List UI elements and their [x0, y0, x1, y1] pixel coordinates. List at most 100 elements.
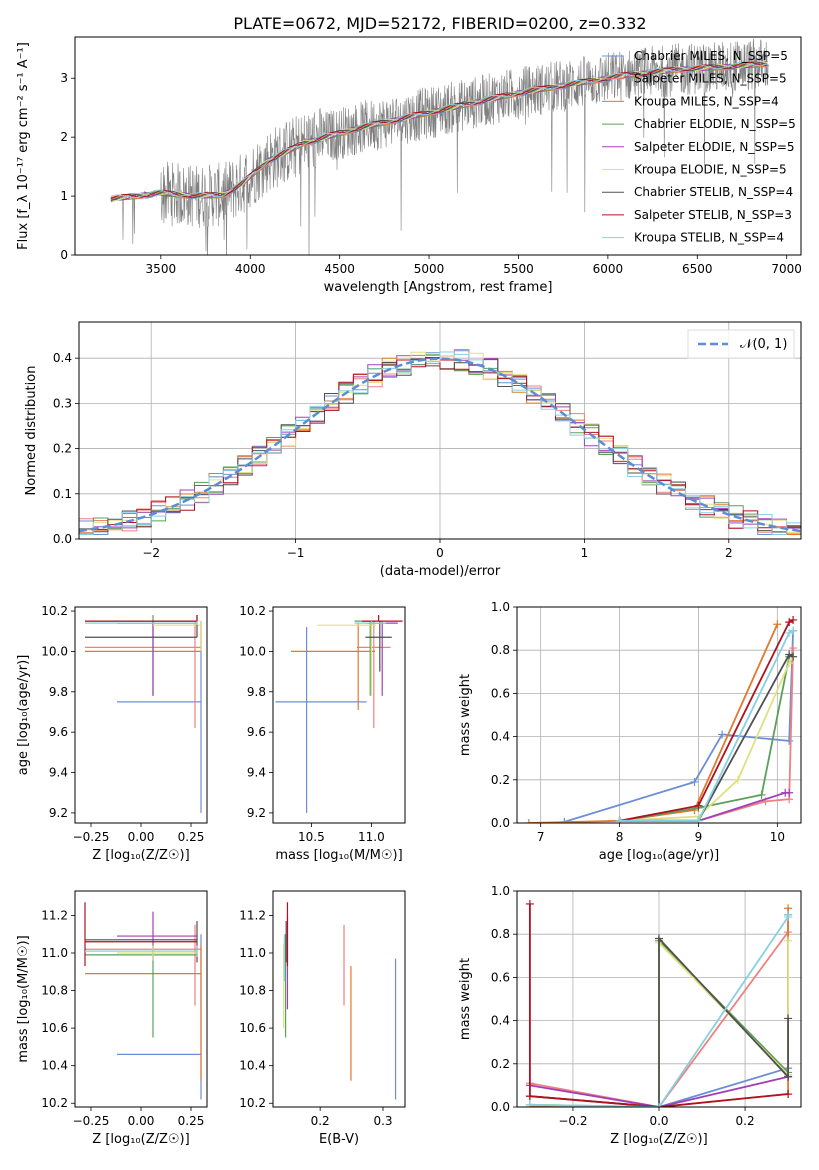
plot-area-mass_vs_EBV — [283, 902, 397, 1100]
weight-marker-8 — [789, 626, 798, 635]
y-tick-label: 3 — [60, 71, 68, 85]
axes-frame — [74, 36, 802, 256]
plots-layer: 3500 4000 4500 5000 5500 6000 6500 7000 0 1 2 3 wave… — [16, 36, 802, 1147]
legend-label-8: Kroupa STELIB, N_SSP=4 — [634, 231, 784, 245]
weight-marker-6 — [784, 1014, 793, 1023]
model-line-7 — [110, 61, 768, 200]
y-tick-label: 0.8 — [491, 643, 510, 657]
y-tick-label: 9.6 — [49, 725, 68, 739]
weight-marker-5 — [785, 659, 794, 668]
x-tick-label: 0.2 — [311, 1114, 330, 1128]
x-tick-label: 3500 — [146, 262, 177, 276]
chart-weight_vs_Z: −0.2 0.0 0.2 0.0 0.2 0.4 0.6 0.8 1.0 Z [log₁₀(Z/Z… — [458, 884, 802, 1147]
y-tick-label: 9.2 — [247, 806, 266, 820]
plot-area-spectrum — [110, 38, 769, 255]
x-axis-label: Z [log₁₀(Z/Z☉)] — [92, 1132, 189, 1147]
y-tick-label: 10.2 — [41, 1096, 68, 1110]
x-tick-label: 0.00 — [128, 830, 155, 844]
x-tick-label: 2 — [725, 546, 733, 560]
y-tick-label: 9.8 — [49, 685, 68, 699]
chart-spectrum: 3500 4000 4500 5000 5500 6000 6500 7000 0 1 2 3 wave… — [16, 36, 802, 295]
chart-age_vs_Z: −0.25 0.00 0.25 9.2 9.4 9.6 9.8 10.0 10.2 Z [log₁… — [16, 604, 208, 863]
legend-label-0: Chabrier MILES, N_SSP=5 — [634, 49, 788, 63]
weight-marker-2 — [773, 620, 782, 629]
y-tick-label: 0.8 — [491, 927, 510, 941]
axes-frame — [74, 606, 208, 824]
weight-marker-7 — [525, 1092, 534, 1101]
axes-frame — [516, 890, 802, 1108]
weight-marker-8 — [784, 910, 793, 919]
weight-marker-5 — [733, 775, 742, 784]
x-tick-label: 4500 — [324, 262, 355, 276]
axes-frame — [74, 890, 208, 1108]
x-tick-label: 7 — [537, 830, 545, 844]
y-tick-label: 0.4 — [491, 730, 510, 744]
plot-area-age_vs_mass — [275, 615, 403, 813]
y-axis-label: Flux [f_λ 10⁻¹⁷ erg cm⁻² s⁻¹ A⁻¹] — [16, 42, 31, 250]
legend-label-5: Kroupa ELODIE, N_SSP=5 — [634, 163, 787, 177]
y-tick-label: 10.2 — [41, 604, 68, 618]
y-tick-label: 0.2 — [53, 442, 72, 456]
y-tick-label: 1.0 — [491, 884, 510, 898]
weight-line-4 — [529, 1075, 789, 1107]
x-tick-label: 0.0 — [649, 1114, 668, 1128]
y-tick-label: 2 — [60, 130, 68, 144]
axes-frame — [516, 606, 802, 824]
y-tick-label: 9.4 — [49, 766, 68, 780]
weight-marker-8 — [655, 1103, 663, 1107]
y-tick-label: 9.8 — [247, 685, 266, 699]
weight-marker-1 — [789, 644, 798, 653]
y-tick-label: 10.2 — [239, 604, 266, 618]
x-tick-label: 8 — [616, 830, 624, 844]
weight-marker-0 — [785, 736, 794, 745]
weight-line-7 — [619, 619, 794, 822]
legend-label-6: Chabrier STELIB, N_SSP=4 — [634, 185, 793, 199]
x-tick-label: 6000 — [593, 262, 624, 276]
x-axis-label: age [log₁₀(age/yr)] — [599, 848, 720, 863]
plot-area-weight_vs_Z — [525, 899, 793, 1107]
y-axis-label: mass weight — [458, 958, 473, 1040]
x-tick-label: 10 — [770, 830, 785, 844]
y-tick-label: 9.2 — [49, 806, 68, 820]
x-axis-label: E(B-V) — [319, 1132, 359, 1147]
y-tick-label: 11.2 — [239, 908, 266, 922]
x-tick-label: −0.25 — [73, 830, 110, 844]
model-line-6 — [110, 61, 768, 202]
x-tick-label: 6500 — [682, 262, 713, 276]
y-tick-label: 0.3 — [53, 396, 72, 410]
y-tick-label: 9.4 — [247, 766, 266, 780]
x-tick-label: 7000 — [771, 262, 802, 276]
plot-area-age_vs_Z — [85, 615, 202, 813]
plot-area-mass_vs_Z — [84, 902, 202, 1100]
y-tick-label: 0.0 — [53, 532, 72, 546]
weight-marker-6 — [784, 1072, 793, 1081]
chart-age_vs_mass: 10.5 11.0 9.2 9.4 9.6 9.8 10.0 10.2 mass [log₁₀(… — [239, 604, 406, 863]
legend-label-7: Salpeter STELIB, N_SSP=3 — [634, 208, 792, 222]
legend-label-3: Chabrier ELODIE, N_SSP=5 — [634, 117, 796, 131]
model-line-5 — [110, 61, 768, 202]
figure-title: PLATE=0672, MJD=52172, FIBERID=0200, z=0… — [233, 14, 646, 33]
x-axis-label: mass [log₁₀(M/M☉)] — [275, 848, 402, 863]
weight-marker-6 — [789, 652, 798, 661]
y-tick-label: 10.6 — [41, 1021, 68, 1035]
x-axis-label: Z [log₁₀(Z/Z☉)] — [92, 848, 189, 863]
y-tick-label: 11.2 — [41, 908, 68, 922]
weight-marker-0 — [690, 777, 699, 786]
plot-area-residuals — [79, 349, 801, 535]
y-tick-label: 10.0 — [239, 644, 266, 658]
y-tick-label: 0 — [60, 248, 68, 262]
y-tick-label: 10.8 — [239, 984, 266, 998]
weight-line-8 — [619, 630, 794, 822]
weight-marker-3 — [757, 790, 766, 799]
y-axis-label: age [log₁₀(age/yr)] — [16, 655, 31, 776]
y-tick-label: 0.6 — [491, 686, 510, 700]
weight-marker-0 — [718, 730, 727, 739]
axes-frame — [272, 890, 406, 1108]
y-axis-label: mass [log₁₀(M/M☉)] — [16, 935, 31, 1062]
y-tick-label: 0.1 — [53, 487, 72, 501]
x-tick-label: 4000 — [235, 262, 266, 276]
y-tick-label: 0.2 — [491, 773, 510, 787]
x-axis-label: Z [log₁₀(Z/Z☉)] — [610, 1132, 707, 1147]
legend-label-1: Salpeter MILES, N_SSP=5 — [634, 72, 787, 86]
